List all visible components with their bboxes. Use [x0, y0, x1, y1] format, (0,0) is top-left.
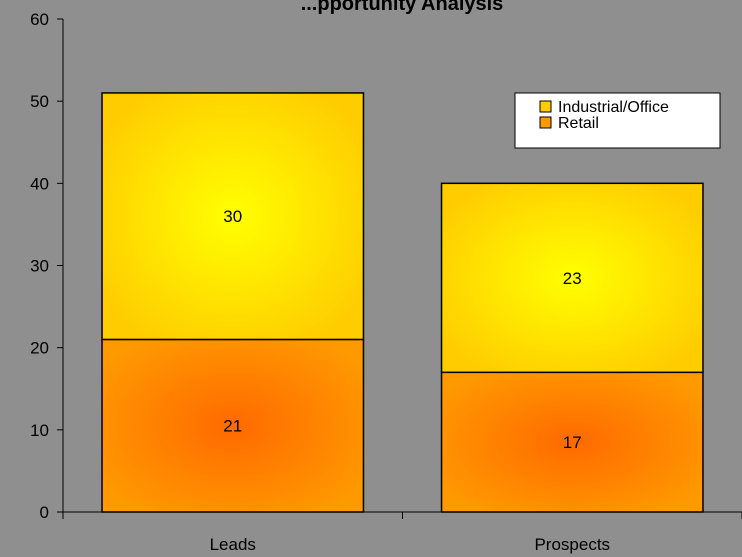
legend-swatch — [539, 100, 552, 113]
chart-title: ...pportunity Analysis — [301, 0, 504, 15]
data-label: 30 — [223, 207, 242, 226]
y-tick-label: 10 — [30, 421, 49, 440]
x-tick-label: Prospects — [534, 535, 610, 554]
y-tick-label: 40 — [30, 174, 49, 193]
data-label: 23 — [563, 269, 582, 288]
y-tick-label: 50 — [30, 92, 49, 111]
data-label: 21 — [223, 417, 242, 436]
y-tick-label: 30 — [30, 257, 49, 276]
y-tick-label: 60 — [30, 10, 49, 29]
bar-leads-retail — [101, 338, 365, 513]
legend-label: Industrial/Office — [558, 99, 669, 116]
y-tick-label: 20 — [30, 339, 49, 358]
legend-label: Retail — [558, 115, 599, 132]
bar-prospects-industrial-office — [440, 182, 704, 374]
data-label: 17 — [563, 433, 582, 452]
labels-layer: 21 30 Leads 17 23 Prospects — [210, 207, 610, 554]
bars-layer — [101, 92, 704, 513]
axis-layer: 0 10 20 30 40 50 60 — [30, 10, 742, 522]
bar-leads-industrial-office — [101, 92, 365, 341]
y-tick-label: 0 — [40, 503, 49, 522]
legend-swatch — [539, 116, 552, 129]
x-tick-label: Leads — [210, 535, 256, 554]
